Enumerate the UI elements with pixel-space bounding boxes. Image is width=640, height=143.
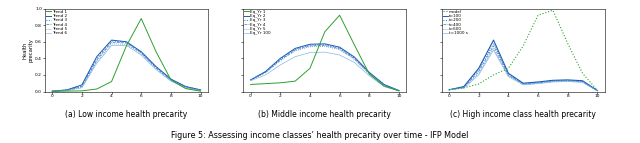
Text: (b) Middle income health precarity: (b) Middle income health precarity xyxy=(259,110,391,119)
Legend: Trend 1, Trend 2, Trend 3, Trend 4, Trend 5, Trend 6: Trend 1, Trend 2, Trend 3, Trend 4, Tren… xyxy=(45,9,67,36)
Y-axis label: Health
precarity: Health precarity xyxy=(22,38,33,62)
Legend: model, t=100, t=200, t=400, t=600, t=1000 s: model, t=100, t=200, t=400, t=600, t=100… xyxy=(442,9,468,36)
Legend: Eq_Yr 1, Eq_Yr 2, Eq_Yr 3, Eq_Yr 4, Eq_Yr 5, Eq_Yr 100: Eq_Yr 1, Eq_Yr 2, Eq_Yr 3, Eq_Yr 4, Eq_Y… xyxy=(244,9,271,36)
Text: (a) Low income health precarity: (a) Low income health precarity xyxy=(65,110,188,119)
Text: (c) High income class health precarity: (c) High income class health precarity xyxy=(451,110,596,119)
Text: Figure 5: Assessing income classes’ health precarity over time - IFP Model: Figure 5: Assessing income classes’ heal… xyxy=(172,131,468,140)
